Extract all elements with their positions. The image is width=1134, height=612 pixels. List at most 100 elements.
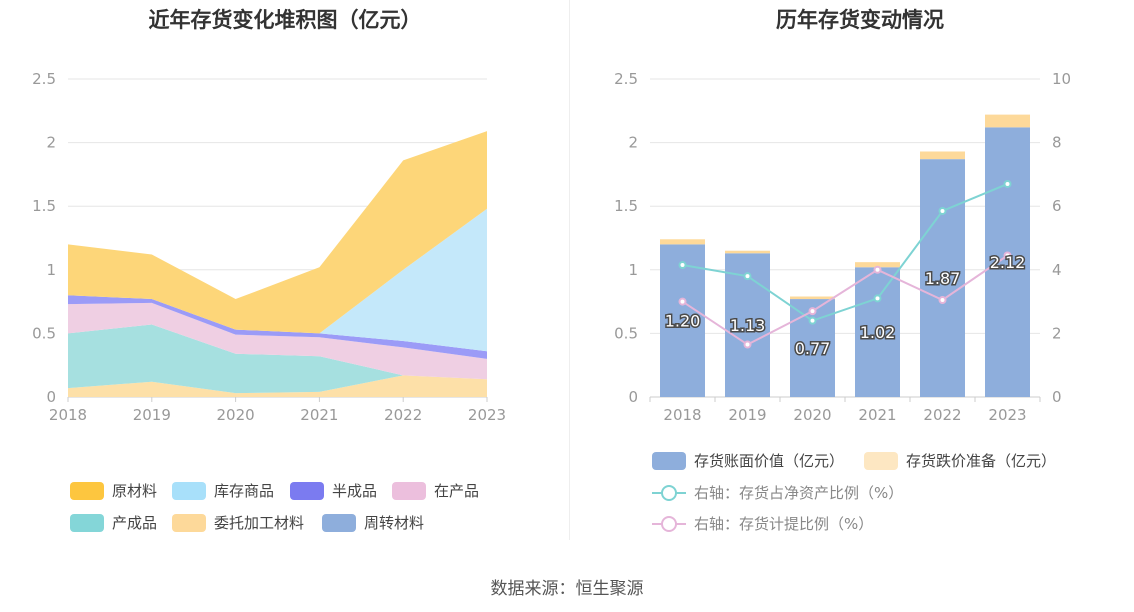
line-point-1	[678, 297, 687, 306]
legend-item[interactable]: 在产品	[392, 480, 479, 501]
right-y2-tick: 2	[1052, 324, 1062, 342]
left-x-tick: 2019	[133, 406, 171, 424]
legend-item[interactable]: 原材料	[70, 480, 157, 501]
legend-item[interactable]: 产成品	[70, 512, 157, 533]
bar-impairment-reserve	[855, 262, 900, 268]
left-y-tick: 2	[46, 134, 56, 152]
legend-swatch	[172, 513, 206, 532]
bar-data-label: 1.13	[730, 316, 766, 335]
right-y-tick: 2.5	[614, 70, 638, 88]
area-库存商品	[68, 208, 487, 352]
bar-data-label: 0.77	[795, 339, 831, 358]
bar-data-label: 1.02	[860, 323, 896, 342]
line-series-1	[681, 254, 1009, 346]
area-半成品	[68, 295, 487, 359]
right-x-tick: 2021	[858, 406, 896, 424]
legend-label: 存货账面价值（亿元）	[694, 452, 845, 470]
line-point-0	[678, 261, 687, 270]
right-y-tick: 2	[628, 134, 638, 152]
right-y2-tick: 8	[1052, 134, 1062, 152]
legend-swatch	[70, 513, 104, 532]
left-x-tick: 2021	[300, 406, 338, 424]
bar-book-value	[985, 127, 1030, 397]
legend-label: 半成品	[332, 482, 378, 500]
right-x-tick: 2022	[923, 406, 961, 424]
bar-book-value	[660, 244, 705, 397]
right-y2-tick: 0	[1052, 388, 1062, 406]
line-point-0	[808, 316, 817, 325]
legend-label: 委托加工材料	[214, 514, 305, 532]
legend-item[interactable]: 委托加工材料	[172, 512, 304, 533]
legend-swatch	[392, 481, 426, 500]
left-x-tick: 2023	[468, 406, 506, 424]
right-y-tick: 1	[628, 261, 638, 279]
legend-label: 存货跌价准备（亿元）	[906, 452, 1057, 470]
legend-item[interactable]: 存货跌价准备（亿元）	[864, 450, 1056, 471]
line-series-0	[682, 183, 1008, 322]
bar-impairment-reserve	[725, 250, 770, 254]
area-产成品	[68, 324, 487, 394]
line-point-0	[873, 294, 882, 303]
legend-label: 在产品	[434, 482, 480, 500]
legend-swatch	[70, 481, 104, 500]
bar-data-label: 1.20	[665, 312, 701, 331]
legend-label: 原材料	[112, 482, 158, 500]
line-point-1	[743, 340, 752, 349]
bar-data-label: 2.12	[990, 253, 1026, 272]
legend-label: 库存商品	[214, 482, 275, 500]
line-point-0	[1003, 179, 1012, 188]
legend-swatch	[864, 451, 898, 470]
left-y-tick: 1	[46, 261, 56, 279]
legend-item[interactable]: 右轴：存货占净资产比例（%）	[652, 482, 903, 503]
legend-swatch	[322, 513, 356, 532]
legend-item[interactable]: 半成品	[290, 480, 377, 501]
bar-impairment-reserve	[920, 151, 965, 160]
area-在产品	[68, 302, 487, 380]
legend-label: 周转材料	[364, 514, 425, 532]
bar-data-label: 1.87	[925, 269, 961, 288]
bar-impairment-reserve	[660, 239, 705, 245]
right-x-tick: 2019	[728, 406, 766, 424]
left-x-tick: 2022	[384, 406, 422, 424]
area-委托加工材料	[68, 375, 487, 397]
right-x-tick: 2018	[663, 406, 701, 424]
data-source-note: 数据来源：恒生聚源	[490, 579, 644, 599]
bar-book-value	[920, 159, 965, 397]
legend-swatch	[290, 481, 324, 500]
bar-impairment-reserve	[790, 296, 835, 300]
legend-label: 右轴：存货占净资产比例（%）	[694, 484, 904, 502]
legend-label: 产成品	[112, 514, 158, 532]
legend-swatch	[652, 451, 686, 470]
right-y-tick: 1.5	[614, 197, 638, 215]
right-x-tick: 2020	[793, 406, 831, 424]
line-point-1	[873, 265, 882, 274]
legend-item[interactable]: 存货账面价值（亿元）	[652, 450, 844, 471]
line-point-1	[808, 307, 817, 316]
line-point-0	[938, 206, 947, 215]
right-y2-tick: 10	[1052, 70, 1071, 88]
right-y-tick: 0.5	[614, 324, 638, 342]
left-y-tick: 0	[46, 388, 56, 406]
line-point-1	[1003, 251, 1012, 260]
right-chart-title: 历年存货变动情况	[776, 8, 944, 32]
line-point-1	[938, 296, 947, 305]
legend-swatch	[652, 515, 686, 533]
left-x-tick: 2018	[49, 406, 87, 424]
area-原材料	[68, 131, 487, 334]
legend-item[interactable]: 库存商品	[172, 480, 274, 501]
left-y-tick: 1.5	[32, 197, 56, 215]
panel-divider	[569, 0, 570, 540]
legend-swatch	[172, 481, 206, 500]
legend-swatch	[652, 484, 686, 502]
right-y2-tick: 6	[1052, 197, 1062, 215]
left-chart-title: 近年存货变化堆积图（亿元）	[148, 8, 422, 32]
bar-book-value	[855, 267, 900, 397]
right-x-tick: 2023	[988, 406, 1026, 424]
legend-label: 右轴：存货计提比例（%）	[694, 515, 874, 533]
legend-item[interactable]: 右轴：存货计提比例（%）	[652, 513, 873, 534]
left-x-tick: 2020	[217, 406, 255, 424]
right-y-tick: 0	[628, 388, 638, 406]
left-y-tick: 2.5	[32, 70, 56, 88]
legend-item[interactable]: 周转材料	[322, 512, 424, 533]
